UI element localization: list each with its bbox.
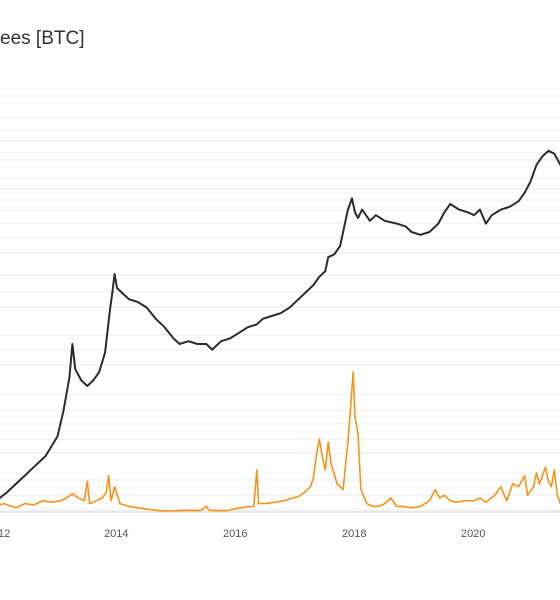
x-tick-label: 12: [0, 528, 10, 540]
x-tick-label: 2014: [104, 528, 128, 540]
grid-lines: [0, 95, 560, 511]
x-axis: 12 2014 2016 2018 2020: [0, 511, 560, 540]
x-tick-label: 2020: [461, 528, 485, 540]
series-layer: [0, 149, 560, 512]
fees-series-line: [0, 371, 560, 512]
chart-title: ees [BTC]: [0, 28, 85, 49]
x-tick-label: 2016: [223, 528, 247, 540]
x-tick-label: 2018: [342, 528, 366, 540]
price-series-line: [0, 149, 560, 500]
